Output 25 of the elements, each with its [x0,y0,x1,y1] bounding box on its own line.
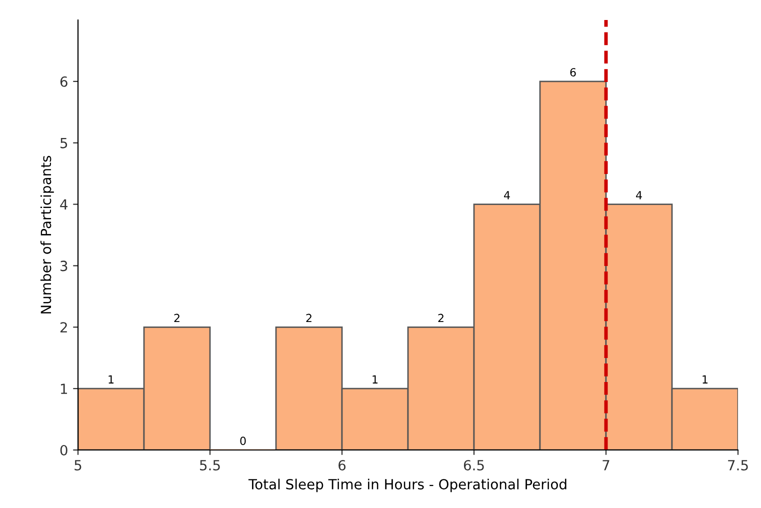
x-tick-label: 5 [74,460,82,470]
data-label: 2 [174,314,180,322]
y-tick-label: 5 [60,138,68,148]
x-tick-label: 7 [602,460,610,470]
data-label: 1 [702,375,708,384]
y-tick-label: 1 [60,384,67,394]
x-axis-title: Total Sleep Time in Hours - Operational Period [248,478,566,492]
y-tick-label: 4 [60,199,68,210]
x-tick-label: 5.5 [200,460,220,470]
x-tick-label: 7.5 [728,460,748,470]
y-axis-title: Number of Participants [40,156,54,314]
data-label: 1 [108,375,114,384]
y-tick-label: 3 [60,260,68,272]
data-label: 6 [570,68,576,76]
data-label: 2 [306,314,312,322]
y-tick-label: 2 [60,322,67,332]
y-tick-label: 6 [60,76,68,87]
data-label: 1 [372,375,378,384]
x-tick-label: 6.5 [464,460,484,470]
data-label: 0 [240,436,246,446]
y-tick-label: 0 [60,444,68,456]
data-label: 2 [438,314,444,322]
data-label: 4 [636,191,642,200]
data-label: 4 [504,191,510,200]
x-tick-label: 6 [338,460,346,470]
